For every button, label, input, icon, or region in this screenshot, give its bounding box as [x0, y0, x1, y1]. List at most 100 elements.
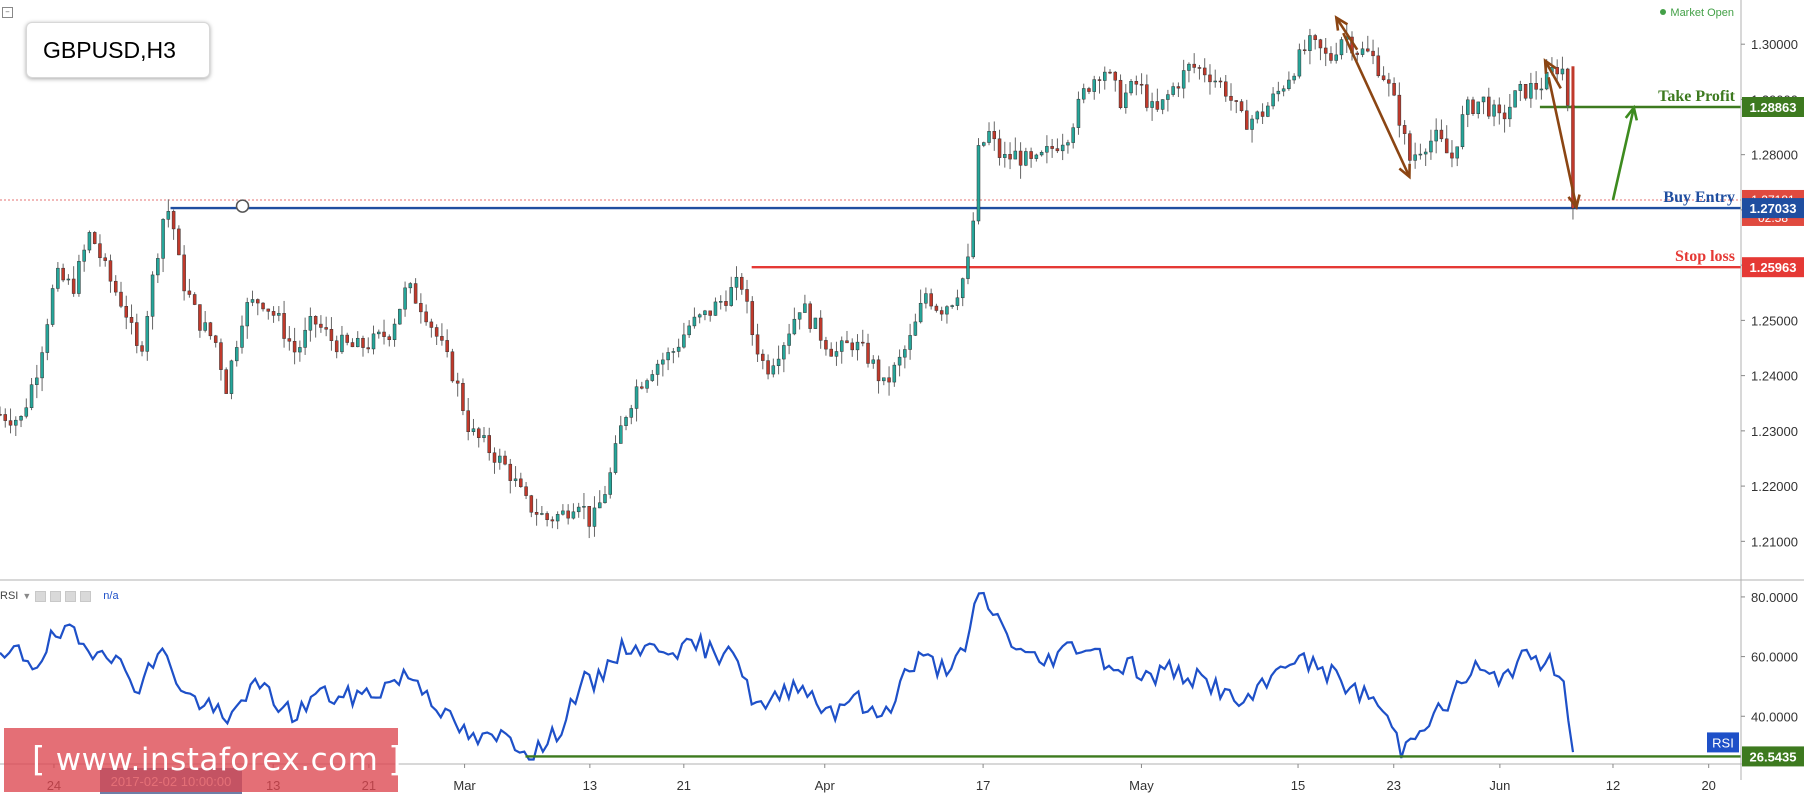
- candle-bear: [876, 359, 881, 382]
- candle-bull: [1339, 39, 1344, 56]
- watermark-text: www.instaforex.com: [55, 742, 379, 778]
- eye-icon[interactable]: [35, 590, 47, 602]
- level-price-badge: [1742, 96, 1804, 117]
- symbol-label[interactable]: GBPUSD,H3: [26, 22, 210, 78]
- price-tick-label: 1.28000: [1751, 148, 1798, 163]
- candle-bull: [555, 514, 560, 522]
- candle-bear: [450, 351, 455, 382]
- candle-bear: [1318, 39, 1323, 49]
- arrow-line: [1335, 16, 1359, 51]
- candle-bull: [1034, 154, 1039, 159]
- candle-bull: [1276, 90, 1281, 95]
- candle-bear: [292, 340, 297, 353]
- candle-bull: [1103, 71, 1107, 81]
- candle-bear: [1371, 50, 1375, 57]
- candle-bear: [1155, 101, 1160, 110]
- candle-bear: [440, 336, 444, 341]
- format-icon[interactable]: [65, 590, 77, 602]
- anchor-handle[interactable]: [235, 199, 250, 213]
- candle-bull: [855, 341, 860, 351]
- candle-bull: [682, 334, 686, 348]
- candle-bear: [1555, 67, 1559, 75]
- candle-bear: [566, 510, 570, 519]
- time-tick-label: Mar: [453, 778, 476, 793]
- candle-bull: [834, 351, 839, 357]
- candle-bull: [655, 363, 660, 375]
- candle-bull: [1092, 79, 1096, 92]
- arrow-head: [1398, 163, 1411, 180]
- time-tick-label: 12: [1606, 778, 1620, 793]
- candle-bear: [198, 304, 202, 331]
- candle-bull: [340, 334, 344, 353]
- candle-bear: [750, 301, 755, 336]
- candle-bull: [82, 249, 86, 262]
- candle-bear: [766, 360, 770, 375]
- candle-bear: [761, 353, 765, 361]
- collapse-icon[interactable]: –: [2, 7, 13, 18]
- candle-bear: [1108, 71, 1112, 74]
- level-price-label: 1.28863: [1750, 100, 1797, 115]
- candle-bear: [1176, 86, 1181, 89]
- candle-bull: [966, 256, 970, 279]
- candle-bull: [1213, 80, 1217, 83]
- candle-bull: [471, 428, 476, 432]
- candle-bear: [1497, 104, 1502, 114]
- gear-icon[interactable]: [50, 590, 62, 602]
- candle-bull: [166, 211, 171, 220]
- candle-bull: [1271, 93, 1275, 107]
- candle-bull: [713, 301, 718, 316]
- candle-bull: [903, 349, 907, 358]
- candle-bear: [208, 322, 213, 337]
- candle-bear: [3, 414, 8, 421]
- candle-bear: [171, 211, 176, 230]
- candle-bull: [245, 302, 250, 327]
- candle-bear: [256, 299, 260, 304]
- candle-bull: [1281, 88, 1286, 92]
- level-name: Take Profit: [1658, 88, 1736, 105]
- candle-bull: [1024, 151, 1028, 166]
- candle-bear: [213, 335, 218, 343]
- chevron-down-icon[interactable]: ▼: [22, 591, 32, 601]
- candle-bear: [1381, 75, 1386, 80]
- close-icon[interactable]: [80, 590, 92, 602]
- candle-bear: [1487, 96, 1491, 117]
- candle-bull: [1518, 83, 1523, 91]
- candle-bear: [1202, 67, 1207, 76]
- rsi-legend[interactable]: RSI ▼ n/a: [0, 590, 119, 602]
- candle-bull: [229, 360, 234, 394]
- candle-bull: [971, 220, 975, 258]
- candle-bear: [997, 138, 1002, 158]
- candle-bull: [150, 274, 155, 317]
- candle-bear: [1355, 52, 1360, 55]
- arrow-head: [1334, 15, 1349, 31]
- candle-bear: [866, 342, 870, 364]
- candle-bear: [1229, 95, 1233, 101]
- candle-bear: [98, 243, 102, 259]
- candle-bull: [24, 407, 29, 417]
- candle-bear: [434, 327, 439, 337]
- candle-bear: [61, 267, 65, 281]
- candle-bear: [324, 327, 328, 330]
- candle-bull: [1181, 70, 1186, 89]
- candle-bull: [624, 417, 628, 426]
- candle-bull: [371, 333, 376, 350]
- candle-bear: [103, 257, 107, 261]
- candle-bear: [1192, 63, 1196, 68]
- candle-bull: [1560, 68, 1565, 75]
- candle-bear: [445, 340, 449, 353]
- candle-bear: [755, 334, 760, 355]
- rsi-indicator-label[interactable]: RSI: [0, 590, 19, 602]
- candle-bear: [1444, 138, 1449, 154]
- candle-bull: [45, 324, 50, 353]
- arrow-line: [1547, 77, 1578, 208]
- level-price-badge: [1742, 198, 1804, 219]
- candle-bull: [1465, 99, 1470, 115]
- candle-bull: [29, 384, 34, 408]
- candle-bear: [1534, 83, 1538, 90]
- candle-bear: [187, 290, 192, 295]
- candle-bear: [466, 410, 470, 432]
- candle-bull: [1460, 114, 1465, 148]
- candle-bull: [571, 511, 576, 519]
